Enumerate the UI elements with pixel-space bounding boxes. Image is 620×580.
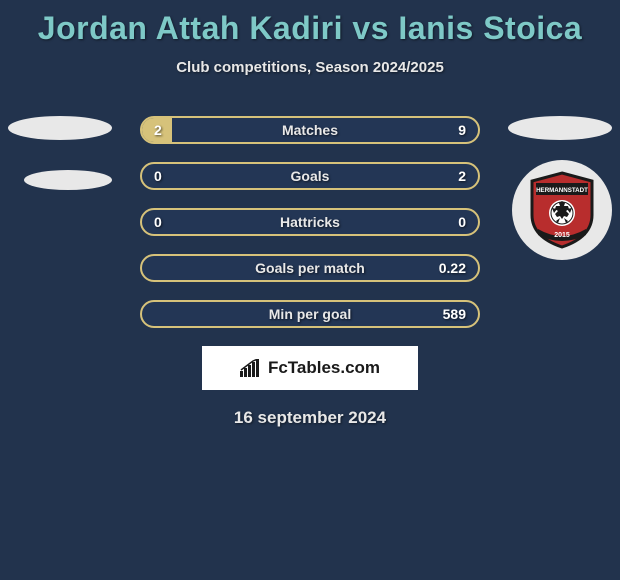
stat-bar: 0 Hattricks 0 xyxy=(140,208,480,236)
stat-value-right: 2 xyxy=(458,168,466,184)
page-title: Jordan Attah Kadiri vs Ianis Stoica xyxy=(0,0,620,47)
stat-label: Goals per match xyxy=(255,260,365,276)
page-subtitle: Club competitions, Season 2024/2025 xyxy=(0,59,620,76)
shield-text-top: HERMANNSTADT xyxy=(536,187,588,194)
stat-value-right: 9 xyxy=(458,122,466,138)
right-club-logo: HERMANNSTADT 2015 xyxy=(512,160,612,260)
stat-value-right: 0 xyxy=(458,214,466,230)
shield-text-bottom: 2015 xyxy=(554,232,570,239)
fctables-label: FcTables.com xyxy=(268,358,380,378)
stat-value-left: 2 xyxy=(154,122,162,138)
stat-bars: 2 Matches 9 0 Goals 2 0 Hattricks 0 Goal… xyxy=(140,116,480,328)
stat-label: Matches xyxy=(282,122,338,138)
stat-bar: 0 Goals 2 xyxy=(140,162,480,190)
left-player-badge-group xyxy=(8,116,112,220)
stat-bar: 2 Matches 9 xyxy=(140,116,480,144)
stat-bar: Goals per match 0.22 xyxy=(140,254,480,282)
stat-value-right: 589 xyxy=(443,306,466,322)
fctables-watermark: FcTables.com xyxy=(202,346,418,390)
generated-date: 16 september 2024 xyxy=(0,408,620,428)
left-player-club-placeholder xyxy=(24,170,112,190)
hermannstadt-shield-icon: HERMANNSTADT 2015 xyxy=(526,171,598,249)
stat-value-right: 0.22 xyxy=(439,260,466,276)
stat-bar: Min per goal 589 xyxy=(140,300,480,328)
stat-value-left: 0 xyxy=(154,214,162,230)
stat-label: Hattricks xyxy=(280,214,340,230)
stat-label: Min per goal xyxy=(269,306,351,322)
left-player-badge-placeholder xyxy=(8,116,112,140)
bar-chart-icon xyxy=(240,359,262,377)
stats-area: HERMANNSTADT 2015 2 Matches 9 xyxy=(0,116,620,428)
right-player-badge-placeholder xyxy=(508,116,612,140)
stat-label: Goals xyxy=(291,168,330,184)
stat-value-left: 0 xyxy=(154,168,162,184)
